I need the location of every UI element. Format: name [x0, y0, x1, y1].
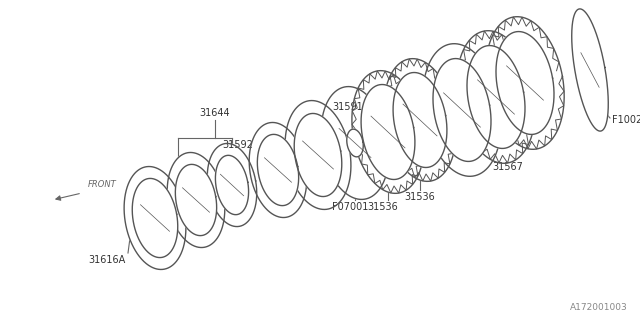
Polygon shape	[207, 143, 257, 227]
Polygon shape	[496, 32, 554, 134]
Polygon shape	[457, 31, 535, 163]
Text: 31649: 31649	[257, 152, 287, 162]
Text: A172001003: A172001003	[570, 303, 628, 312]
Polygon shape	[216, 155, 248, 215]
Text: 31536: 31536	[367, 202, 398, 212]
Polygon shape	[132, 179, 178, 258]
Polygon shape	[175, 164, 217, 236]
Text: 31616: 31616	[138, 232, 168, 242]
Polygon shape	[467, 45, 525, 148]
Text: 31532: 31532	[457, 78, 488, 88]
Text: 31536: 31536	[404, 192, 435, 202]
Polygon shape	[124, 166, 186, 269]
Polygon shape	[393, 73, 447, 167]
Polygon shape	[167, 153, 225, 247]
Text: 31592: 31592	[222, 140, 253, 150]
Text: 31591: 31591	[332, 102, 363, 112]
Text: F07001: F07001	[332, 202, 368, 212]
Polygon shape	[249, 123, 307, 218]
Polygon shape	[433, 59, 491, 161]
Text: 31616A: 31616A	[89, 255, 126, 265]
Polygon shape	[347, 129, 364, 157]
Text: FRONT: FRONT	[88, 180, 116, 189]
Polygon shape	[572, 9, 608, 131]
Polygon shape	[321, 87, 389, 199]
Polygon shape	[294, 114, 342, 196]
Polygon shape	[384, 59, 456, 181]
Text: 31532: 31532	[485, 60, 516, 70]
Polygon shape	[352, 71, 424, 193]
Polygon shape	[486, 17, 564, 149]
Text: 31644: 31644	[200, 108, 230, 118]
Text: 31567: 31567	[492, 162, 523, 172]
Polygon shape	[361, 84, 415, 180]
Polygon shape	[257, 134, 299, 206]
Polygon shape	[423, 44, 501, 176]
Text: F10029: F10029	[612, 115, 640, 125]
Polygon shape	[285, 100, 351, 210]
